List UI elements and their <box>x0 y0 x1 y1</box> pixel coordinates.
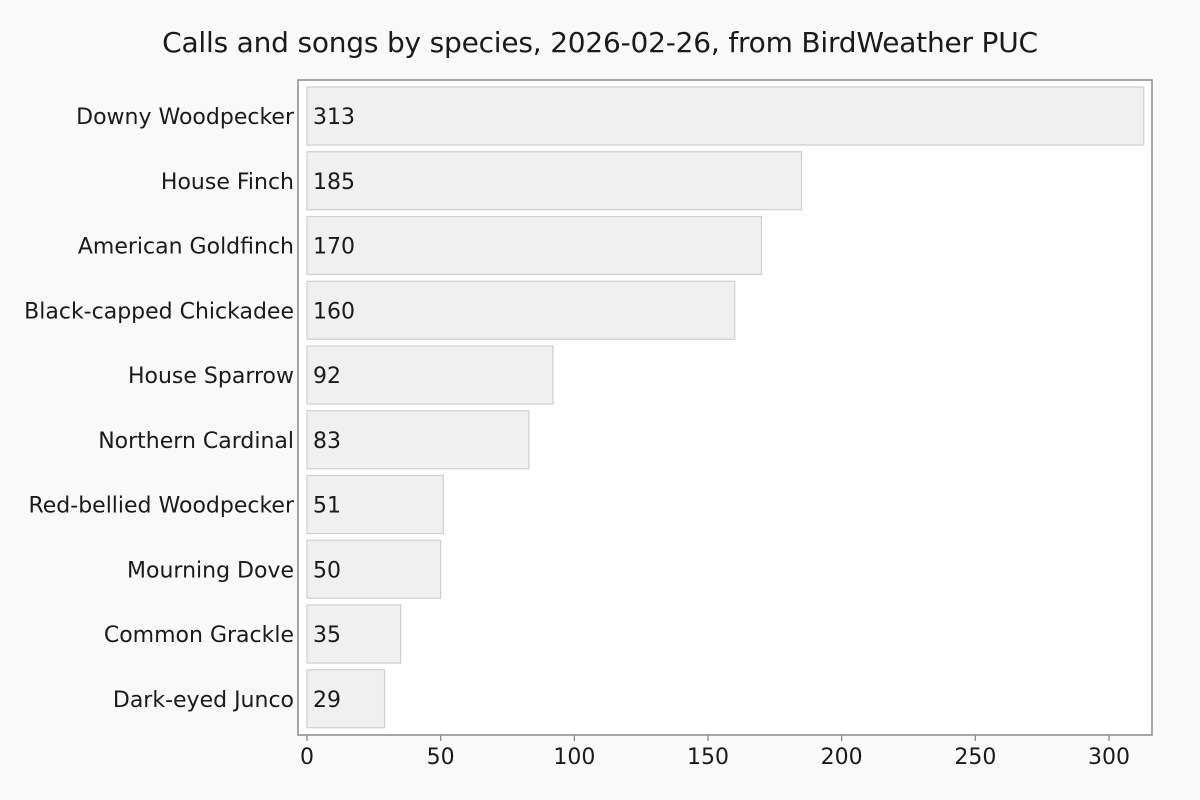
x-tick-label: 300 <box>1088 745 1130 770</box>
bar-value-label: 51 <box>313 494 341 519</box>
bar <box>306 474 444 535</box>
bar <box>306 215 763 276</box>
bar <box>306 151 803 211</box>
bar-value-label: 313 <box>313 105 355 130</box>
category-label: Northern Cardinal <box>98 429 294 454</box>
bars-layer: 313 185 170 160 92 83 51 50 35 29 <box>306 86 1145 729</box>
bar <box>306 345 554 405</box>
category-label: Common Grackle <box>104 623 294 648</box>
bar <box>306 539 442 599</box>
bar <box>306 604 402 664</box>
x-tick-label: 200 <box>821 745 863 770</box>
bar-value-label: 83 <box>313 429 341 454</box>
bar <box>306 410 530 470</box>
category-label: Downy Woodpecker <box>76 105 295 130</box>
x-tick-label: 100 <box>553 745 595 770</box>
bar-value-label: 50 <box>313 558 341 583</box>
bar <box>306 280 736 340</box>
category-label: Dark-eyed Junco <box>113 688 294 713</box>
bar-value-label: 92 <box>313 364 341 389</box>
x-axis: 0 50 100 150 200 250 300 <box>300 735 1130 770</box>
chart-title: Calls and songs by species, 2026-02-26, … <box>162 26 1038 59</box>
category-labels: Downy Woodpecker House Finch American Gold… <box>24 105 295 713</box>
category-label: American Goldfinch <box>78 235 294 260</box>
bar-value-label: 29 <box>313 688 341 713</box>
bar-value-label: 170 <box>313 235 355 260</box>
bar <box>306 669 386 729</box>
x-tick-label: 150 <box>687 745 729 770</box>
category-label: Mourning Dove <box>127 558 294 583</box>
category-label: Black-capped Chickadee <box>24 299 294 324</box>
bar-value-label: 35 <box>313 623 341 648</box>
category-label: House Finch <box>161 170 294 195</box>
category-label: House Sparrow <box>128 364 294 389</box>
x-tick-label: 50 <box>427 745 455 770</box>
bar-value-label: 185 <box>313 170 355 195</box>
bar <box>306 86 1145 146</box>
bar-value-label: 160 <box>313 299 355 324</box>
x-tick-label: 250 <box>954 745 996 770</box>
category-label: Red-bellied Woodpecker <box>28 494 295 519</box>
x-tick-label: 0 <box>300 745 314 770</box>
